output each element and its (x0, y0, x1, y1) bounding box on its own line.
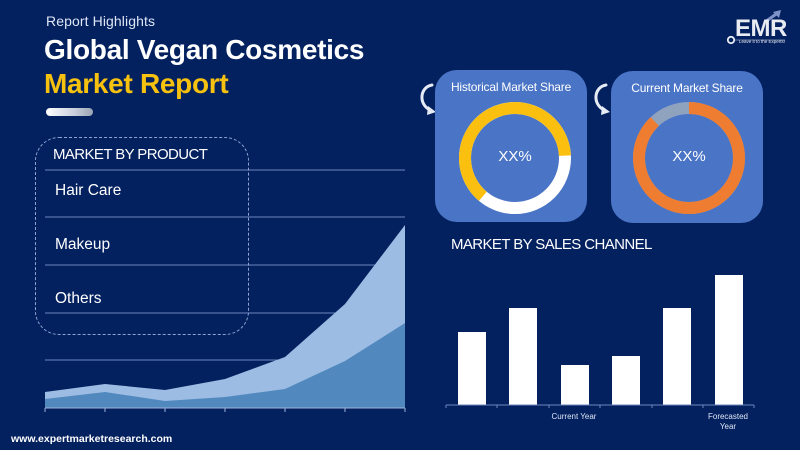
report-subtitle: Report Highlights (46, 13, 156, 29)
emr-logo: EMR Leave it to the Experts! (725, 10, 787, 48)
website-link[interactable]: www.expertmarketresearch.com (11, 433, 173, 445)
bar (663, 308, 691, 405)
product-item-others: Others (55, 290, 102, 307)
product-item-makeup: Makeup (55, 236, 111, 253)
page-title: Global Vegan Cosmetics (44, 34, 365, 65)
bar (509, 308, 537, 405)
historical-share-title: Historical Market Share (450, 80, 572, 94)
bar (715, 275, 743, 405)
curved-arrow-icon (420, 83, 436, 115)
bar (612, 356, 640, 405)
product-heading: MARKET BY PRODUCT (53, 146, 208, 163)
historical-donut-chart (459, 102, 571, 214)
current-share-title: Current Market Share (631, 81, 743, 95)
area-series-lower (45, 323, 405, 408)
bar-x-axis (445, 404, 755, 408)
historical-share-card: Historical Market Share XX% (435, 70, 587, 222)
bar (458, 332, 486, 405)
historical-share-value: XX% (498, 148, 532, 165)
sales-channel-heading: MARKET BY SALES CHANNEL (451, 236, 652, 253)
logo-text: EMR (735, 15, 787, 42)
accent-bar (46, 108, 93, 116)
page-title-highlight: Market Report (44, 68, 229, 99)
product-item-hair-care: Hair Care (55, 182, 122, 199)
logo-tagline: Leave it to the Experts! (739, 39, 786, 44)
current-share-card: Current Market Share XX% (611, 71, 763, 223)
logo-arrow-icon (726, 10, 785, 45)
x-axis (44, 407, 406, 412)
current-share-value: XX% (672, 148, 706, 165)
x-label-forecasted-year: Forecasted Year (707, 412, 749, 431)
product-box (35, 137, 249, 335)
area-series-upper (45, 225, 405, 408)
bar (561, 365, 589, 405)
curved-arrow-icon (594, 83, 610, 115)
current-donut-chart (633, 102, 745, 214)
x-label-current-year: Current Year (551, 412, 597, 421)
